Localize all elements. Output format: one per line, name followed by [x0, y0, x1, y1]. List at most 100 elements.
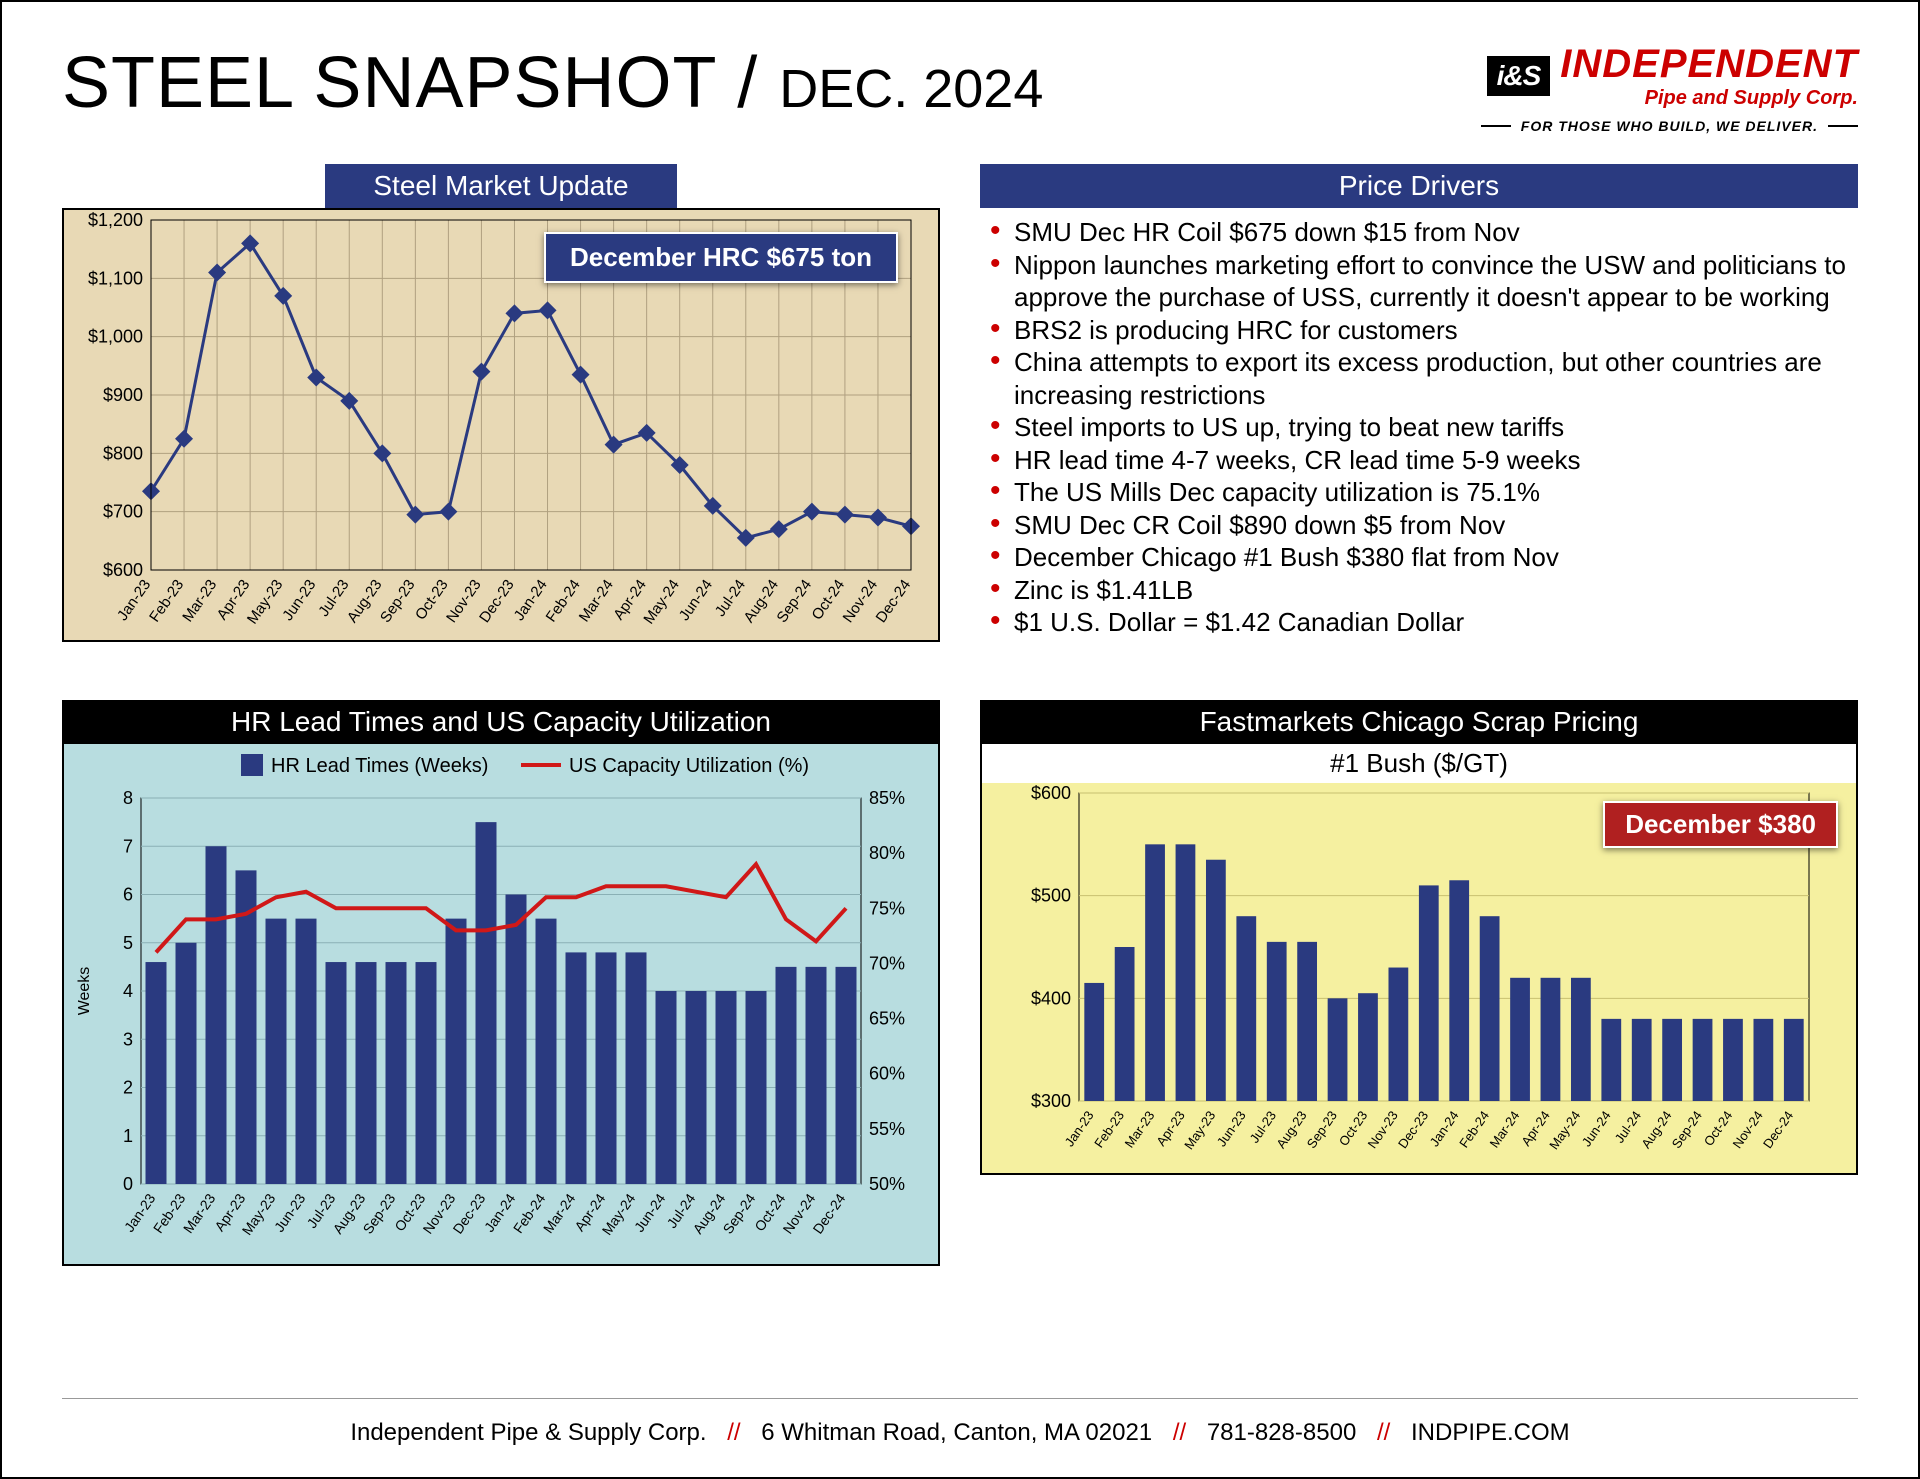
- price-drivers-panel: Price Drivers SMU Dec HR Coil $675 down …: [980, 164, 1858, 680]
- svg-text:60%: 60%: [869, 1064, 905, 1084]
- svg-text:65%: 65%: [869, 1009, 905, 1029]
- svg-text:Mar-24: Mar-24: [576, 577, 617, 626]
- lead-times-panel: HR Lead Times and US Capacity Utilizatio…: [62, 700, 940, 1304]
- svg-text:70%: 70%: [869, 953, 905, 973]
- svg-text:$1,200: $1,200: [88, 210, 143, 230]
- svg-text:Sep-24: Sep-24: [1669, 1108, 1705, 1151]
- title-sep: /: [716, 43, 779, 123]
- chart1-callout: December HRC $675 ton: [544, 232, 898, 283]
- svg-text:Nov-24: Nov-24: [1729, 1108, 1765, 1151]
- svg-text:7: 7: [123, 836, 133, 856]
- driver-item: BRS2 is producing HRC for customers: [990, 314, 1848, 347]
- chart3-callout: December $380: [1603, 801, 1838, 848]
- svg-text:Dec-23: Dec-23: [1395, 1108, 1431, 1151]
- svg-text:Dec-24: Dec-24: [873, 577, 915, 626]
- svg-text:55%: 55%: [869, 1119, 905, 1139]
- svg-text:$700: $700: [103, 502, 143, 522]
- svg-text:$400: $400: [1031, 988, 1071, 1008]
- footer-company: Independent Pipe & Supply Corp.: [350, 1419, 706, 1446]
- svg-text:Sep-23: Sep-23: [377, 577, 419, 626]
- driver-item: SMU Dec HR Coil $675 down $15 from Nov: [990, 216, 1848, 249]
- svg-text:Sep-24: Sep-24: [719, 1190, 758, 1236]
- svg-text:Mar-24: Mar-24: [540, 1190, 579, 1236]
- svg-text:6: 6: [123, 885, 133, 905]
- logo-tagline: FOR THOSE WHO BUILD, WE DELIVER.: [1481, 118, 1858, 134]
- driver-item: $1 U.S. Dollar = $1.42 Canadian Dollar: [990, 606, 1848, 639]
- drivers-list: SMU Dec HR Coil $675 down $15 from NovNi…: [980, 208, 1858, 639]
- footer-web: INDPIPE.COM: [1411, 1419, 1570, 1446]
- footer-sep: //: [1377, 1419, 1390, 1446]
- chart3-plot: December $380 $300$400$500$600Jan-23Feb-…: [982, 783, 1856, 1173]
- page-header: STEEL SNAPSHOT / DEC. 2024 i&S INDEPENDE…: [62, 42, 1858, 134]
- chart3-title: Fastmarkets Chicago Scrap Pricing: [980, 700, 1858, 744]
- svg-text:Mar-23: Mar-23: [180, 1190, 219, 1236]
- page-title: STEEL SNAPSHOT / DEC. 2024: [62, 42, 1043, 124]
- footer-address: 6 Whitman Road, Canton, MA 02021: [761, 1419, 1152, 1446]
- driver-item: HR lead time 4-7 weeks, CR lead time 5-9…: [990, 444, 1848, 477]
- svg-text:Jun-23: Jun-23: [279, 577, 319, 624]
- svg-text:5: 5: [123, 933, 133, 953]
- title-main: STEEL SNAPSHOT: [62, 43, 716, 123]
- svg-text:Jun-24: Jun-24: [631, 1190, 669, 1234]
- chart1-plot: December HRC $675 ton $600$700$800$900$1…: [64, 210, 938, 640]
- svg-text:Dec-24: Dec-24: [1760, 1108, 1796, 1151]
- svg-text:May-23: May-23: [1181, 1108, 1218, 1152]
- svg-text:3: 3: [123, 1029, 133, 1049]
- svg-text:Mar-23: Mar-23: [179, 577, 220, 626]
- svg-text:$600: $600: [1031, 783, 1071, 803]
- svg-text:Dec-24: Dec-24: [809, 1190, 848, 1236]
- driver-item: China attempts to export its excess prod…: [990, 346, 1848, 411]
- driver-item: December Chicago #1 Bush $380 flat from …: [990, 541, 1848, 574]
- svg-text:Dec-23: Dec-23: [449, 1190, 488, 1236]
- svg-text:Mar-24: Mar-24: [1487, 1108, 1523, 1150]
- svg-text:$500: $500: [1031, 886, 1071, 906]
- chart1-title: Steel Market Update: [325, 164, 676, 208]
- title-sub: DEC. 2024: [779, 59, 1043, 119]
- svg-text:US Capacity Utilization (%): US Capacity Utilization (%): [569, 755, 809, 777]
- chart2-title: HR Lead Times and US Capacity Utilizatio…: [62, 700, 940, 744]
- logo-name: INDEPENDENT: [1560, 42, 1858, 87]
- svg-text:Jun-23: Jun-23: [271, 1190, 309, 1234]
- svg-text:Jun-23: Jun-23: [1214, 1108, 1249, 1149]
- svg-text:Aug-23: Aug-23: [1273, 1108, 1309, 1151]
- svg-text:Weeks: Weeks: [76, 967, 93, 1016]
- svg-text:Nov-23: Nov-23: [1364, 1108, 1400, 1151]
- svg-text:4: 4: [123, 981, 133, 1001]
- svg-text:85%: 85%: [869, 788, 905, 808]
- svg-text:50%: 50%: [869, 1174, 905, 1194]
- svg-text:Dec-23: Dec-23: [476, 577, 518, 626]
- steel-market-panel: Steel Market Update December HRC $675 to…: [62, 164, 940, 680]
- svg-text:$800: $800: [103, 443, 143, 463]
- svg-text:$300: $300: [1031, 1091, 1071, 1111]
- footer-sep: //: [1173, 1419, 1186, 1446]
- svg-text:Feb-23: Feb-23: [1091, 1108, 1127, 1150]
- svg-text:$900: $900: [103, 385, 143, 405]
- content-grid: Steel Market Update December HRC $675 to…: [62, 164, 1858, 1304]
- svg-text:Sep-23: Sep-23: [1304, 1108, 1340, 1151]
- driver-item: Zinc is $1.41LB: [990, 574, 1848, 607]
- chart3-subtitle: #1 Bush ($/GT): [982, 744, 1856, 783]
- svg-text:Jun-24: Jun-24: [1579, 1108, 1614, 1149]
- svg-text:80%: 80%: [869, 843, 905, 863]
- driver-item: Nippon launches marketing effort to conv…: [990, 249, 1848, 314]
- footer-sep: //: [727, 1419, 740, 1446]
- svg-text:$1,100: $1,100: [88, 268, 143, 288]
- svg-text:Sep-24: Sep-24: [773, 577, 815, 626]
- chart2-plot: HR Lead Times (Weeks)US Capacity Utiliza…: [64, 744, 938, 1264]
- driver-item: The US Mills Dec capacity utilization is…: [990, 476, 1848, 509]
- svg-text:2: 2: [123, 1078, 133, 1098]
- driver-item: SMU Dec CR Coil $890 down $5 from Nov: [990, 509, 1848, 542]
- driver-item: Steel imports to US up, trying to beat n…: [990, 411, 1848, 444]
- svg-text:May-24: May-24: [1546, 1108, 1583, 1152]
- drivers-title: Price Drivers: [980, 164, 1858, 208]
- company-logo: i&S INDEPENDENT Pipe and Supply Corp. FO…: [1481, 42, 1858, 134]
- svg-text:0: 0: [123, 1174, 133, 1194]
- svg-text:Jun-24: Jun-24: [676, 577, 716, 624]
- svg-text:Sep-23: Sep-23: [359, 1190, 398, 1236]
- svg-text:Mar-23: Mar-23: [1122, 1108, 1158, 1150]
- svg-text:8: 8: [123, 788, 133, 808]
- svg-text:$1,000: $1,000: [88, 327, 143, 347]
- footer-phone: 781-828-8500: [1207, 1419, 1356, 1446]
- svg-text:75%: 75%: [869, 898, 905, 918]
- svg-text:Feb-24: Feb-24: [1456, 1108, 1492, 1150]
